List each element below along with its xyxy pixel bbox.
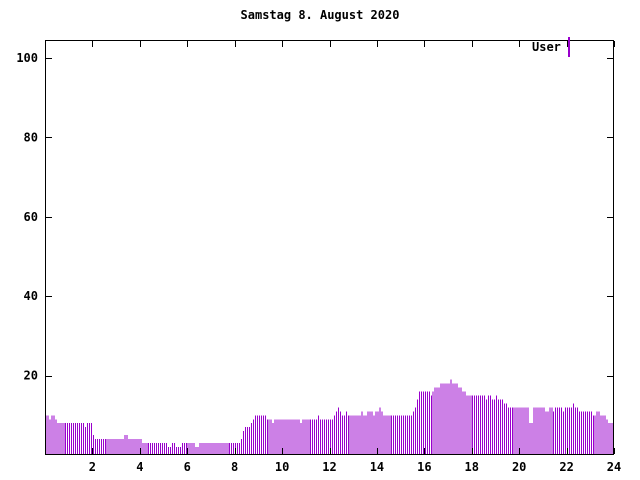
legend: User [532,36,570,58]
x-tick-label: 8 [231,460,238,474]
plot-frame [45,40,615,455]
bars-series-user [45,379,614,455]
x-tick-label: 22 [559,460,573,474]
x-tick-label: 2 [89,460,96,474]
x-tick-label: 10 [275,460,289,474]
y-tick-label: 100 [16,51,38,65]
x-tick-label: 4 [136,460,143,474]
legend-line-sample [567,37,570,57]
legend-label-user: User [532,40,561,54]
x-tick-label: 18 [465,460,479,474]
x-tick-label: 6 [184,460,191,474]
x-tick-label: 16 [417,460,431,474]
y-tick-label: 40 [24,289,38,303]
y-tick-label: 20 [24,369,38,383]
chart-title: Samstag 8. August 2020 [240,8,400,22]
y-tick-label: 60 [24,210,38,224]
x-tick-label: 14 [370,460,384,474]
y-tick-label: 80 [24,130,38,144]
x-tick-label: 12 [322,460,336,474]
x-tick-label: 24 [607,460,621,474]
x-tick-label: 20 [512,460,526,474]
